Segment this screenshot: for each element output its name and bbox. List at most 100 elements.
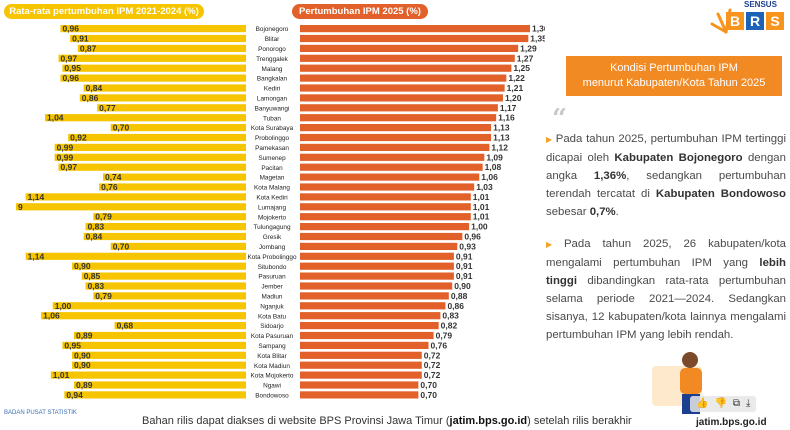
left-bar — [58, 163, 246, 171]
right-bar — [300, 292, 449, 300]
category-label: Pamekasan — [255, 145, 289, 152]
brs-logo: B R S — [706, 2, 790, 44]
left-bar — [72, 361, 247, 369]
left-bar — [81, 272, 246, 280]
right-bar — [300, 74, 507, 82]
right-chart-title: Pertumbuhan IPM 2025 (%) — [292, 4, 428, 19]
category-label: Kota Pasuruan — [251, 333, 294, 340]
left-bar-label: 0,77 — [99, 103, 116, 113]
right-bar-label: 1,35 — [530, 34, 545, 44]
quote-icon: “ — [552, 104, 567, 134]
category-label: Magetan — [260, 175, 285, 182]
footer-link[interactable]: jatim.bps.go.id — [449, 415, 528, 427]
category-label: Kota Batu — [258, 313, 287, 320]
bullet-arrow-icon: ▶ — [546, 135, 553, 144]
category-label: Banyuwangi — [255, 105, 290, 112]
download-icon[interactable]: ⤓ — [746, 398, 751, 409]
left-bar — [114, 322, 246, 330]
left-bar — [25, 193, 247, 201]
right-bar-label: 1,03 — [476, 182, 493, 192]
left-bar — [83, 232, 246, 241]
left-bar — [72, 351, 247, 359]
category-label: Bojonegoro — [256, 26, 289, 33]
right-bar — [300, 213, 471, 221]
right-bar-label: 1,16 — [498, 113, 515, 123]
left-bar-label: 1,06 — [43, 311, 60, 321]
category-label: Situbondo — [258, 264, 287, 271]
left-bar-label: 0,84 — [86, 232, 103, 242]
left-bar — [110, 124, 247, 132]
left-bar-label: 0,86 — [82, 93, 99, 103]
p1-highest-region: Kabupaten Bojonegoro — [614, 152, 743, 164]
right-bar — [300, 242, 458, 250]
category-label: Blitar — [265, 36, 280, 43]
left-bar — [54, 143, 247, 151]
category-label: Sidoarjo — [260, 323, 284, 330]
brs-letter-s: S — [766, 12, 784, 30]
left-bar-label: 0,89 — [76, 331, 93, 341]
right-bar — [300, 163, 483, 171]
right-bar — [300, 322, 439, 330]
left-bar-label: 0,74 — [105, 172, 122, 182]
left-bar — [73, 331, 247, 340]
right-bar-label: 1,13 — [493, 133, 510, 143]
left-bar — [62, 64, 247, 72]
p2-text-c: dibandingkan rata-rata pertumbuhan selam… — [546, 275, 786, 341]
right-bar-label: 0,76 — [431, 340, 448, 350]
like-icon[interactable]: 👍 — [696, 398, 709, 409]
category-label: Mojokerto — [258, 214, 287, 221]
right-bar — [300, 64, 512, 72]
right-bar — [300, 312, 441, 320]
dislike-icon[interactable]: 👎 — [714, 398, 727, 409]
left-bar-label: 0,89 — [76, 380, 93, 390]
right-bar — [300, 104, 498, 112]
left-bar-label: 0,70 — [113, 123, 130, 133]
right-bar — [300, 34, 529, 43]
footer-text-c: ) setelah rilis berakhir — [527, 415, 632, 427]
p2-text-a: Pada tahun 2025, 26 kabupaten/kota menga… — [546, 238, 786, 269]
p1-text-e: , sedangkan pertumbuhan terendah tercata… — [546, 170, 787, 200]
left-bar — [93, 292, 247, 300]
right-bar-label: 0,86 — [447, 301, 464, 311]
left-bar-label: 0,91 — [72, 34, 89, 44]
right-bar — [300, 371, 422, 379]
right-bar-label: 0,72 — [424, 370, 441, 380]
left-bar — [52, 302, 247, 310]
footer-url[interactable]: jatim.bps.go.id — [696, 417, 767, 428]
left-bar — [110, 242, 247, 250]
p1-text-g: sebesar — [546, 206, 590, 218]
right-bar-label: 0,72 — [424, 360, 441, 370]
footer-text-a: Bahan rilis dapat diakses di website BPS… — [142, 415, 450, 427]
p1-text-c: dengan angka — [546, 152, 786, 182]
right-bar — [300, 124, 492, 132]
category-label: Malang — [262, 66, 283, 73]
left-bar — [54, 153, 247, 161]
category-label: Trenggalek — [256, 56, 289, 63]
p1-lowest-value: 0,7% — [589, 206, 616, 218]
left-bar-label: 0,92 — [70, 133, 87, 143]
brs-letter-r: R — [746, 12, 764, 30]
category-label: Bondowoso — [255, 393, 289, 400]
right-bar-label: 0,70 — [420, 390, 437, 400]
category-label: Bangkalan — [257, 76, 288, 83]
category-label: Lamongan — [257, 96, 288, 103]
left-bar-label: 0,70 — [113, 241, 130, 251]
copy-icon[interactable]: ⧉ — [732, 398, 741, 409]
category-label: Probolinggo — [255, 135, 290, 142]
right-bar-label: 0,91 — [456, 271, 473, 281]
left-bar — [99, 183, 246, 191]
right-bar-label: 0,83 — [442, 311, 459, 321]
left-bar-label: 0,83 — [88, 281, 105, 291]
right-bar — [300, 341, 429, 349]
paragraph-comparison: ▶ Pada tahun 2025, 26 kabupaten/kota meng… — [546, 235, 786, 344]
left-bar — [102, 173, 246, 181]
image-toolbar: 👍 👎 ⧉ ⤓ — [690, 396, 757, 412]
right-bar — [300, 173, 480, 181]
right-bar — [300, 272, 454, 280]
p1-lowest-region: Kabupaten Bondowoso — [655, 188, 786, 200]
right-bar-label: 1,36 — [532, 24, 545, 34]
left-bar-label: 0,68 — [117, 321, 134, 331]
category-label: Jombang — [259, 244, 286, 251]
right-bar — [300, 331, 434, 340]
left-bar — [73, 381, 247, 389]
